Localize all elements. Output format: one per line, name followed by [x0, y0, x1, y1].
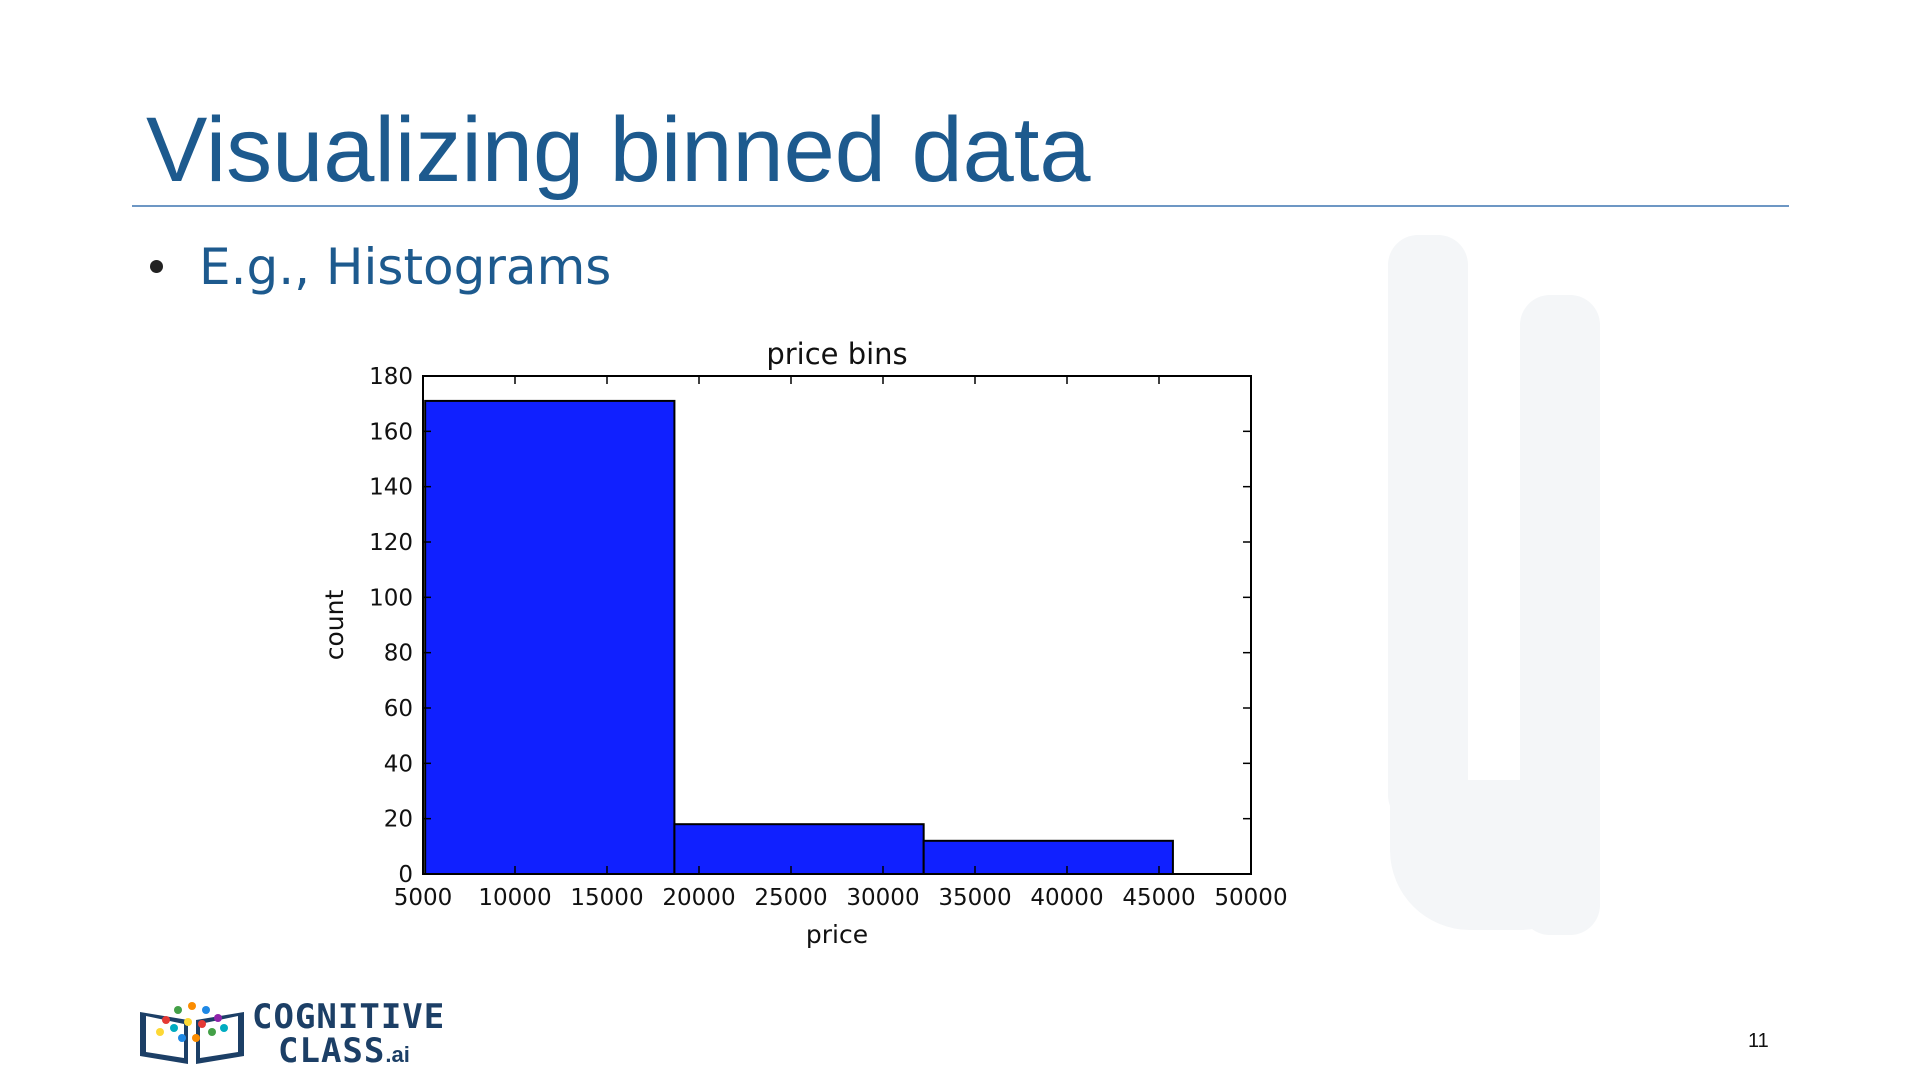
- slide-title: Visualizing binned data: [146, 99, 1091, 201]
- x-tick-label: 40000: [1030, 885, 1103, 911]
- y-tick-label: 160: [369, 419, 413, 445]
- x-tick-label: 35000: [938, 885, 1011, 911]
- x-tick-label: 20000: [662, 885, 735, 911]
- y-tick-label: 180: [369, 364, 413, 390]
- logo-line-2-text: CLASS: [278, 1031, 386, 1071]
- x-tick-label: 5000: [394, 885, 453, 911]
- y-axis-label: count: [320, 590, 349, 661]
- y-tick-label: 40: [384, 751, 413, 777]
- bullet-item: E.g., Histograms: [150, 238, 611, 296]
- y-tick-label: 100: [369, 585, 413, 611]
- logo-line-1: COGNITIVE: [252, 997, 446, 1037]
- x-tick-label: 30000: [846, 885, 919, 911]
- y-tick-label: 120: [369, 530, 413, 556]
- title-divider: [132, 205, 1789, 207]
- histogram-bar-3: [922, 839, 1174, 875]
- watermark-shape: [1388, 235, 1468, 825]
- x-tick-label: 10000: [478, 885, 551, 911]
- x-axis-label: price: [806, 920, 868, 949]
- bullet-dot-icon: [150, 260, 163, 273]
- bullet-text: E.g., Histograms: [199, 238, 612, 296]
- chart-title: price bins: [766, 337, 907, 371]
- y-tick-label: 80: [384, 641, 413, 667]
- y-tick-label: 140: [369, 475, 413, 501]
- plot-frame: [422, 375, 1252, 875]
- logo-wordmark: COGNITIVE CLASS.ai: [252, 1000, 445, 1068]
- x-tick-label: 25000: [754, 885, 827, 911]
- x-tick-label: 45000: [1122, 885, 1195, 911]
- x-tick-label: 50000: [1214, 885, 1287, 911]
- watermark-shape: [1390, 780, 1600, 930]
- y-tick-label: 0: [398, 862, 413, 888]
- y-tick-label: 60: [384, 696, 413, 722]
- page-number: 11: [1748, 1030, 1769, 1052]
- x-tick-label: 15000: [570, 885, 643, 911]
- logo-line-2: CLASS.ai: [278, 1034, 445, 1068]
- cognitive-class-logo-icon: [140, 1002, 244, 1064]
- histogram-chart: 5000 10000 15000 20000 25000 30000 35000 40000 4…: [320, 337, 1288, 949]
- y-tick-label: 20: [384, 807, 413, 833]
- histogram-bar-2: [673, 823, 925, 876]
- logo-suffix: .ai: [385, 1042, 410, 1067]
- histogram-bar-1: [424, 399, 676, 876]
